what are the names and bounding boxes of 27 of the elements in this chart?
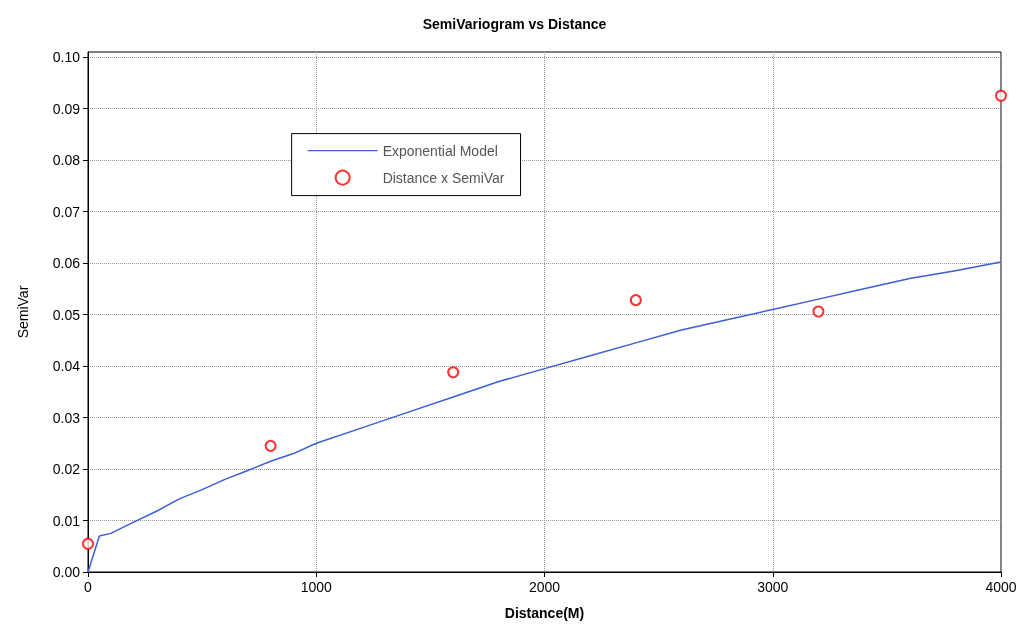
x-tick-label: 4000 [985, 579, 1017, 595]
x-tick-label: 2000 [528, 579, 561, 595]
y-tick-label: 0.07 [52, 203, 81, 220]
point [995, 89, 1007, 102]
y-tick-label: 0.09 [52, 100, 81, 117]
y-tick-label: 0.00 [52, 564, 81, 580]
y-tick-label: 0.05 [52, 306, 81, 323]
point [629, 294, 642, 307]
x-tick-label: 1000 [300, 579, 333, 595]
y-tick-label: 0.08 [52, 152, 81, 169]
chart-title: SemiVariogram vs Distance [422, 16, 607, 32]
y-axis-title: SemiVar [15, 285, 31, 339]
y-tick-label: 0.03 [52, 409, 81, 426]
y-tick-label: 0.06 [52, 255, 81, 272]
point [264, 439, 277, 452]
point [812, 305, 825, 318]
x-axis-title: Distance(M) [504, 605, 585, 621]
y-tick-label: 0.10 [52, 49, 81, 66]
legend-label: Exponential Model [382, 142, 498, 159]
point [82, 537, 94, 550]
point [447, 366, 460, 379]
y-tick-label: 0.02 [52, 461, 81, 478]
x-tick-label: 0 [84, 579, 93, 595]
x-tick-label: 3000 [757, 579, 789, 595]
y-tick-label: 0.01 [52, 512, 81, 529]
y-tick-label: 0.04 [52, 358, 81, 375]
legend-label: Distance x SemiVar [382, 169, 505, 186]
